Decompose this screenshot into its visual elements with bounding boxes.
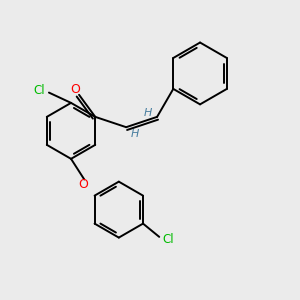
- Text: O: O: [78, 178, 88, 191]
- Text: O: O: [70, 83, 80, 96]
- Text: H: H: [130, 129, 139, 139]
- Text: Cl: Cl: [163, 233, 174, 246]
- Text: Cl: Cl: [34, 84, 45, 97]
- Text: H: H: [143, 108, 152, 118]
